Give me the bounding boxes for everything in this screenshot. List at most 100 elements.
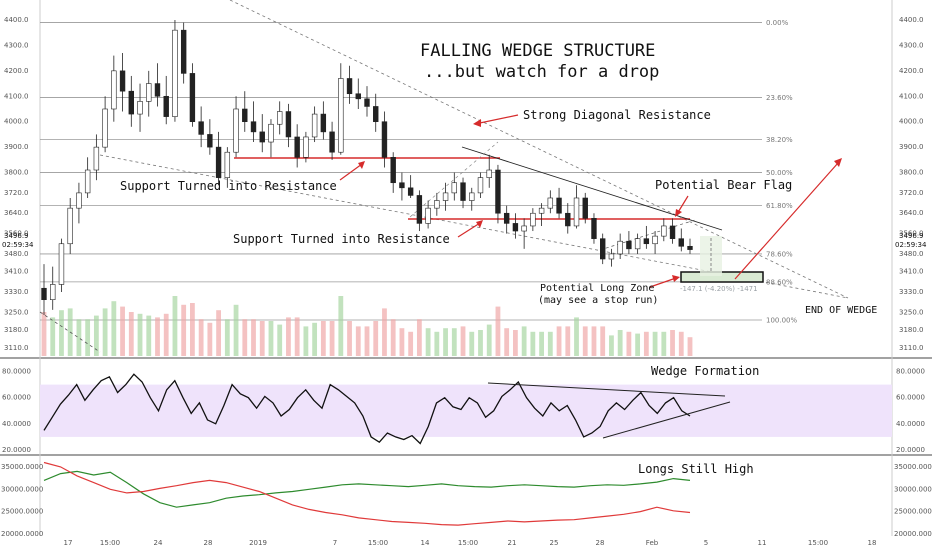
- candle-body: [407, 187, 414, 196]
- price-tick-right: 4300.0: [899, 41, 924, 49]
- x-tick-label: 14: [421, 539, 430, 547]
- candle-body: [111, 70, 117, 110]
- candle-body: [224, 151, 231, 178]
- price-tick-left: 3720.0: [4, 189, 29, 197]
- arrow-head: [358, 161, 365, 169]
- volume-bar: [556, 326, 562, 356]
- rsi-tick-left: 60.0000: [2, 394, 31, 402]
- candle-body: [451, 182, 457, 194]
- candle-body: [119, 70, 126, 92]
- candle-body: [434, 200, 440, 209]
- fib-label: 61.80%: [766, 202, 793, 210]
- candle-body: [373, 106, 379, 123]
- price-tick-right: 4400.0: [899, 16, 924, 24]
- candle-body: [661, 225, 667, 237]
- volume-bar: [574, 317, 579, 356]
- volume-bar: [251, 319, 256, 356]
- volume-bar: [76, 319, 82, 356]
- price-tick-left: 3330.0: [4, 288, 29, 296]
- shorts-line: [43, 461, 691, 526]
- left-countdown: 02:59:34: [2, 241, 34, 249]
- x-tick-label: 15:00: [100, 539, 120, 547]
- longs-line: [43, 470, 691, 508]
- candle-body: [399, 182, 405, 189]
- title-line-1: FALLING WEDGE STRUCTURE: [420, 41, 655, 61]
- candle-body: [495, 169, 501, 214]
- arrow-long-zone: [649, 277, 677, 288]
- annotation-long-zone-2: (may see a stop run): [538, 295, 658, 306]
- price-tick-left: 3410.0: [4, 268, 29, 276]
- rsi-wedge-upper: [487, 382, 726, 397]
- candle-body: [242, 108, 248, 123]
- volume-bar: [416, 319, 422, 356]
- volume-bar: [678, 331, 684, 356]
- volume-bar: [643, 331, 649, 356]
- x-tick-label: 11: [758, 539, 767, 547]
- candle-body: [486, 169, 492, 178]
- longs-tick-left: 20000.0000: [1, 530, 43, 538]
- candle-body: [460, 182, 466, 201]
- price-tick-right: 3330.0: [899, 288, 924, 296]
- volume-bar: [233, 304, 239, 356]
- x-tick-label: 28: [596, 539, 605, 547]
- x-tick-label: 18: [868, 539, 877, 547]
- longs-tick-left: 35000.0000: [1, 463, 43, 471]
- price-tick-left: 4000.0: [4, 118, 29, 126]
- candle-body: [442, 192, 449, 201]
- volume-bar: [224, 319, 230, 356]
- volume-bar: [600, 326, 606, 356]
- volume-bar: [513, 330, 518, 356]
- candle-body: [84, 169, 91, 194]
- candle-body: [626, 240, 632, 250]
- candle-body: [285, 111, 292, 138]
- volume-bar: [320, 321, 326, 356]
- annotation-support-2: Support Turned into Resistance: [233, 232, 450, 246]
- price-tick-right: 3560.0: [899, 230, 924, 238]
- measure-label: -147.1 (-4.20%) -1471: [680, 285, 758, 293]
- price-tick-left: 4200.0: [4, 67, 29, 75]
- candle-body: [678, 238, 684, 247]
- candle-body: [530, 212, 536, 227]
- volume-bar: [582, 326, 588, 356]
- volume-bar: [259, 321, 265, 356]
- candle-body: [469, 192, 475, 201]
- fib-label: 78.60%: [766, 250, 793, 258]
- price-tick-left: 4300.0: [4, 41, 29, 49]
- bear-flag-upper: [461, 146, 723, 231]
- candle-body: [41, 287, 47, 300]
- candlesticks: [41, 20, 693, 315]
- price-tick-right: 3110.0: [899, 344, 924, 352]
- price-axis: 4400.0 4400.0 4300.0 4300.0 4200.0 4200.0 4100…: [4, 16, 924, 352]
- volume-bar: [687, 337, 693, 356]
- x-tick-label: 28: [204, 539, 213, 547]
- volume-bars: [41, 296, 693, 356]
- candle-body: [67, 207, 73, 245]
- longs-axis: 35000.0000 35000.0000 30000.0000 30000.0000…: [1, 463, 932, 538]
- candle-body: [556, 197, 562, 214]
- candle-body: [425, 207, 431, 224]
- longs-tick-left: 25000.0000: [1, 508, 43, 516]
- volume-bar: [207, 322, 213, 356]
- arrow-head: [473, 119, 481, 127]
- candle-body: [303, 136, 309, 158]
- volume-bar: [478, 330, 483, 356]
- candle-body: [163, 95, 169, 117]
- volume-bar: [486, 324, 492, 356]
- rsi-tick-left: 40.0000: [2, 420, 31, 428]
- volume-bar: [303, 326, 309, 356]
- candle-body: [128, 90, 134, 115]
- volume-bar: [312, 322, 318, 356]
- price-tick-right: 3900.0: [899, 143, 924, 151]
- candle-body: [154, 83, 161, 97]
- price-tick-left: 3180.0: [4, 326, 29, 334]
- flag-lower: [599, 219, 696, 251]
- rsi-tick-left: 80.0000: [2, 368, 31, 376]
- candle-body: [477, 177, 484, 194]
- candle-body: [512, 223, 519, 232]
- volume-bar: [347, 321, 352, 356]
- left-current-price: 3496.9: [4, 232, 29, 240]
- candle-body: [669, 225, 676, 239]
- annotation-bear-flag: Potential Bear Flag: [655, 178, 792, 192]
- fib-label: 88.60%: [766, 278, 793, 286]
- rsi-tick-right: 60.0000: [896, 394, 925, 402]
